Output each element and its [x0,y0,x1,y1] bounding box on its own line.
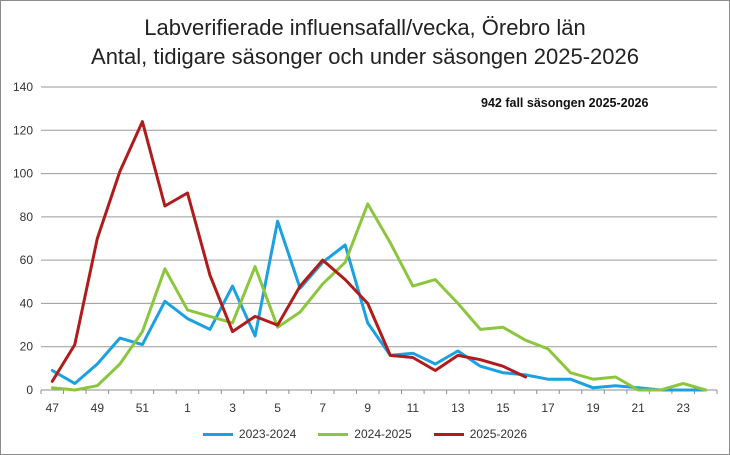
chart-title-line-1: Labverifierade influensafall/vecka, Öreb… [144,15,586,40]
x-tick-label: 3 [229,401,236,415]
x-tick-label: 13 [451,401,465,415]
chart-legend: 2023-2024 2024-2025 2025-2026 [1,427,729,441]
legend-entry: 2025-2026 [433,427,528,441]
y-tick-label: 60 [20,253,34,267]
y-tick-label: 80 [20,210,34,224]
x-tick-label: 1 [184,401,191,415]
x-tick-label: 5 [274,401,281,415]
x-tick-label: 7 [319,401,326,415]
x-tick-label: 9 [364,401,371,415]
series-line-2023-2024 [50,219,708,392]
x-tick-label: 49 [91,401,105,415]
y-tick-label: 140 [13,80,33,94]
chart-title-line-2: Antal, tidigare säsonger och under säson… [91,44,639,69]
series-line-2024-2025 [50,202,708,392]
legend-label: 2024-2025 [354,427,412,441]
legend-entry: 2023-2024 [202,427,297,441]
legend-swatch [202,432,233,436]
x-tick-label: 51 [136,401,150,415]
y-tick-label: 20 [20,340,34,354]
y-tick-label: 40 [20,296,34,310]
legend-label: 2025-2026 [469,427,528,441]
x-tick-label: 47 [46,401,60,415]
x-tick-label: 19 [586,401,600,415]
y-tick-label: 120 [13,123,33,137]
series-line-2025-2026 [50,120,527,383]
x-tick-label: 21 [631,401,645,415]
x-tick-label: 17 [541,401,555,415]
x-tick-label: 15 [496,401,510,415]
y-tick-label: 0 [26,383,33,397]
y-tick-label: 100 [13,167,33,181]
legend-swatch [433,432,464,436]
chart-title: Labverifierade influensafall/vecka, Öreb… [1,13,729,71]
legend-label: 2023-2024 [238,427,297,441]
x-tick-label: 11 [407,401,420,415]
legend-entry: 2024-2025 [318,427,412,441]
chart-annotation: 942 fall säsongen 2025-2026 [481,96,649,110]
legend-swatch [318,432,349,436]
x-tick-label: 23 [677,401,691,415]
